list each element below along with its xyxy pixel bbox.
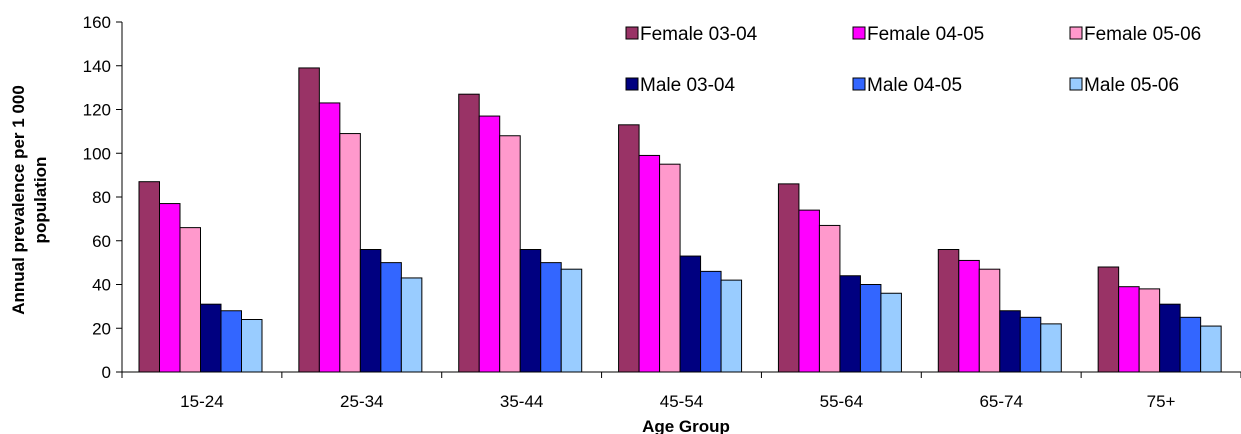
bar (458, 93, 480, 373)
legend-label: Male 05-06 (1084, 75, 1179, 96)
bar (339, 133, 361, 373)
y-axis-ticks: 0 20 40 60 80 100 120 140 160 (83, 13, 122, 382)
x-tick-label: 55-64 (820, 392, 863, 411)
bar (499, 135, 521, 373)
bar (1179, 316, 1202, 373)
y-tick-label: 60 (92, 232, 111, 251)
bar (241, 319, 263, 373)
legend-swatch (852, 26, 866, 40)
bar (560, 268, 583, 373)
bar (318, 102, 341, 373)
x-tick-label: 75+ (1147, 392, 1176, 411)
bar (200, 303, 222, 373)
bar (179, 227, 201, 373)
legend-label: Male 04-05 (867, 75, 962, 96)
legend-label: Female 04-05 (867, 24, 984, 45)
bar (1097, 266, 1120, 373)
bar (1138, 288, 1161, 373)
bar (1019, 316, 1042, 373)
bar (1040, 323, 1062, 373)
bar (1118, 286, 1140, 373)
y-axis-title: Annual prevalence per 1 000 population (9, 85, 50, 315)
bar (700, 270, 722, 373)
bar (937, 249, 960, 373)
bar (638, 154, 661, 373)
bar (400, 277, 423, 373)
legend-label: Female 05-06 (1084, 24, 1201, 45)
bar (1200, 325, 1222, 373)
bars (138, 67, 1222, 373)
legend-swatch (1069, 77, 1083, 91)
bar (478, 115, 501, 373)
bar (159, 203, 181, 373)
x-tick-label: 45-54 (660, 392, 703, 411)
bar (298, 67, 320, 373)
legend-swatch (852, 77, 866, 91)
bar (999, 310, 1021, 373)
y-tick-label: 0 (102, 363, 111, 382)
y-tick-label: 140 (83, 57, 111, 76)
bar (380, 262, 402, 373)
bar (1159, 303, 1181, 373)
bar (978, 268, 1001, 373)
y-tick-label: 120 (83, 101, 111, 120)
x-axis-ticks: 15-24 25-34 35-44 45-54 55-64 65-74 75+ (121, 372, 1241, 411)
legend-swatch (625, 77, 639, 91)
x-tick-label: 35-44 (500, 392, 543, 411)
y-tick-label: 40 (92, 276, 111, 295)
bar (839, 275, 861, 373)
bar (220, 310, 242, 373)
bar (720, 279, 743, 373)
x-axis-title: Age Group (642, 417, 730, 434)
bar (818, 224, 841, 373)
legend-swatch (625, 26, 639, 40)
bar (519, 249, 542, 373)
x-tick-label: 15-24 (180, 392, 223, 411)
legend: Female 03-04 Female 04-05 Female 05-06 Male… (625, 24, 1201, 96)
legend-label: Female 03-04 (640, 24, 758, 45)
bar (798, 209, 820, 373)
y-tick-label: 80 (92, 188, 111, 207)
bar (880, 292, 902, 373)
legend-label: Male 03-04 (640, 75, 735, 96)
x-tick-label: 65-74 (979, 392, 1022, 411)
bar (540, 262, 562, 373)
bar (958, 259, 980, 373)
bar (659, 163, 681, 373)
legend-swatch (1069, 26, 1083, 40)
bar (777, 183, 800, 373)
bar (859, 284, 882, 373)
bar (359, 249, 382, 373)
y-tick-label: 160 (83, 13, 111, 32)
y-tick-label: 100 (83, 144, 111, 163)
y-tick-label: 20 (92, 319, 111, 338)
x-tick-label: 25-34 (340, 392, 383, 411)
bar (618, 124, 640, 373)
bar (679, 255, 702, 373)
bar (138, 181, 160, 373)
